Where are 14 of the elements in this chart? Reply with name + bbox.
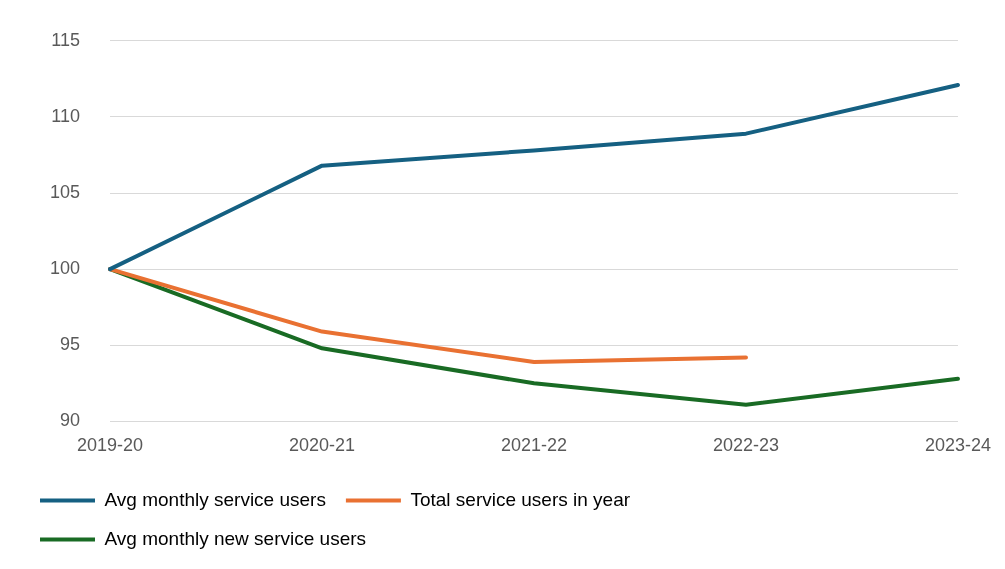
x-tick-label: 2021-22 — [500, 435, 568, 456]
x-tick-label: 2023-24 — [924, 435, 991, 456]
y-tick-label: 95 — [60, 334, 81, 355]
x-tick-label: 2022-23 — [712, 435, 780, 456]
legend-label: Avg monthly service users — [104, 488, 326, 510]
legend-label: Avg monthly new service users — [104, 527, 367, 549]
x-tick-label: 2019-20 — [77, 435, 144, 456]
y-tick-label: 110 — [51, 105, 81, 126]
y-tick-label: 100 — [49, 258, 81, 279]
y-tick-label: 115 — [51, 29, 81, 50]
y-tick-label: 90 — [60, 410, 81, 431]
y-tick-label: 105 — [49, 182, 81, 203]
x-tick-label: 2020-21 — [288, 435, 356, 456]
legend-label: Total service users in year — [410, 488, 631, 510]
